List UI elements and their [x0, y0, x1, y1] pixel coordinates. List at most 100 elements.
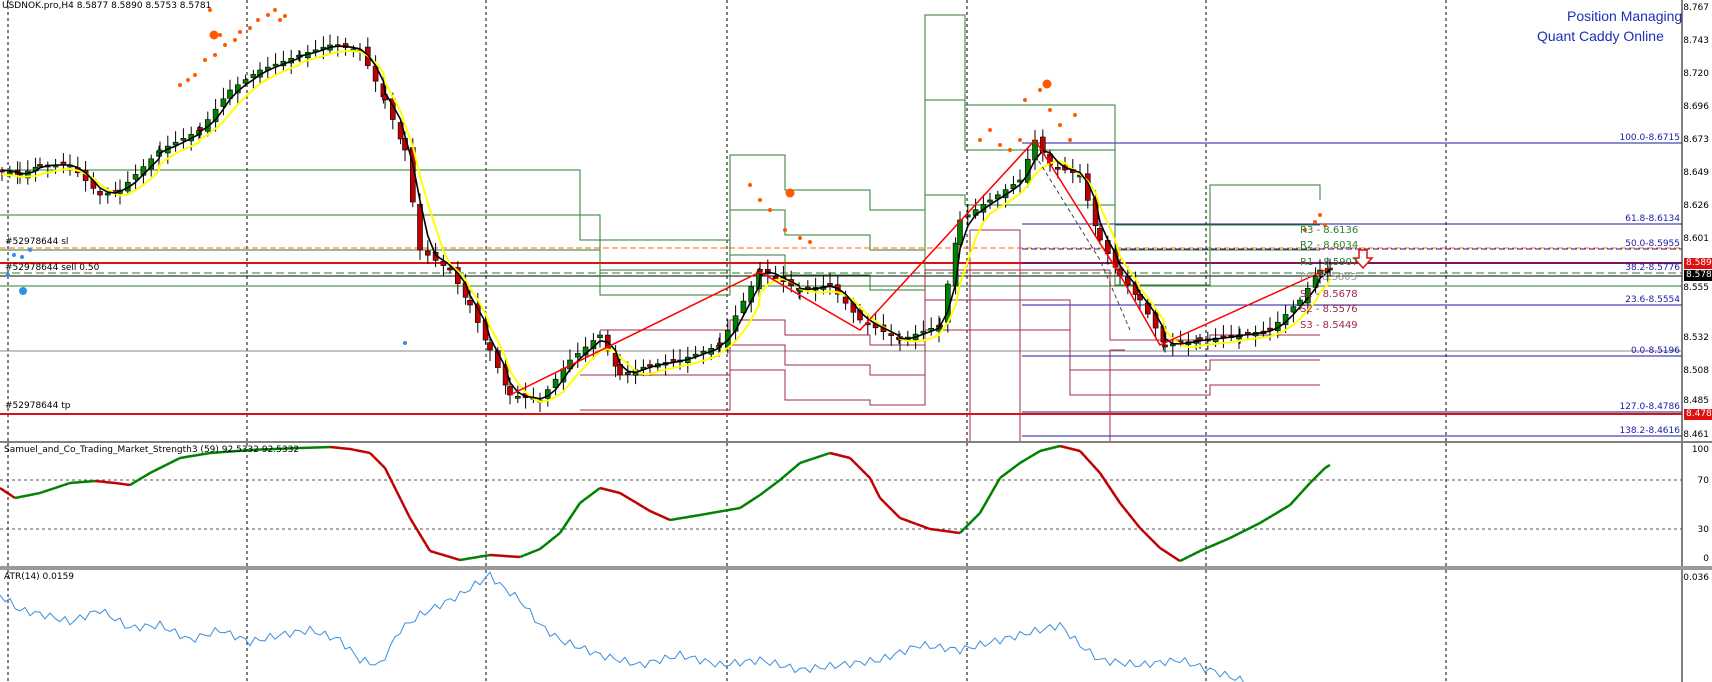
price-chart-canvas[interactable]: [0, 0, 1712, 441]
candle-body: [417, 204, 423, 251]
symbol-header: USDNOK.pro,H4 8.5877 8.5890 8.5753 8.578…: [2, 1, 212, 11]
strength-segment: [161, 463, 167, 469]
trade-sell-label[interactable]: #52978644 sell 0.50: [5, 263, 100, 273]
strength-segment: [747, 499, 753, 504]
strength-segment: [387, 475, 395, 485]
strength-segment: [183, 455, 189, 459]
pivot-band-line: [1109, 349, 1125, 441]
strength-segment: [627, 496, 633, 502]
strength-segment: [1249, 524, 1255, 530]
sar-dot: [1313, 220, 1317, 224]
strength-segment: [849, 457, 855, 463]
strength-segment: [63, 482, 69, 487]
signal-dot: [785, 188, 795, 198]
strength-segment: [727, 508, 733, 512]
strength-segment: [911, 521, 917, 526]
strength-segment: [43, 489, 49, 493]
strength-segment: [823, 452, 829, 457]
strength-segment: [1151, 539, 1157, 545]
candle-body: [1197, 337, 1203, 341]
strength-segment: [459, 558, 465, 562]
strength-segment: [763, 488, 769, 493]
strength-segment: [457, 558, 461, 562]
atr-label: ATR(14) 0.0159: [4, 572, 75, 582]
strength-segment: [1297, 490, 1303, 498]
strength-segment: [731, 507, 737, 511]
candle-body: [647, 364, 653, 367]
pane-separator[interactable]: [0, 441, 1712, 443]
sar-dot: [1023, 98, 1027, 102]
strength-segment: [1271, 512, 1277, 517]
strength-segment: [861, 469, 867, 475]
strength-segment: [953, 530, 959, 534]
atr-pane[interactable]: ATR(14) 0.0159 0.036: [0, 570, 1712, 682]
candle-body: [1152, 312, 1159, 329]
candle-body: [197, 127, 203, 131]
candle-body: [105, 192, 111, 196]
strength-segment: [673, 517, 679, 521]
strength-segment: [1102, 478, 1110, 486]
sar-dot: [193, 73, 197, 77]
strength-segment: [661, 515, 667, 520]
strength-segment: [919, 524, 925, 528]
strength-segment: [1063, 445, 1069, 450]
strength-segment: [169, 459, 175, 465]
strength-segment: [1263, 517, 1269, 522]
strength-segment: [891, 509, 897, 515]
pane-separator[interactable]: [0, 566, 1712, 570]
strength-segment: [543, 541, 549, 547]
strength-segment: [895, 513, 901, 519]
market-strength-pane[interactable]: Samuel_and_Co_Trading_Market_Strength3 (…: [0, 443, 1712, 566]
candle-body: [957, 219, 963, 245]
trade-tp-label[interactable]: #52978644 tp: [5, 401, 71, 411]
sar-dot: [1073, 113, 1077, 117]
fast-moving-average: [1, 45, 1331, 400]
strength-segment: [1275, 509, 1281, 515]
strength-segment: [445, 554, 451, 559]
strength-segment: [177, 456, 181, 461]
strength-segment: [1199, 548, 1205, 553]
strength-segment: [1215, 541, 1221, 546]
strength-segment: [833, 452, 839, 457]
strength-segment: [994, 477, 1002, 486]
price-chart-pane[interactable]: USDNOK.pro,H4 8.5877 8.5890 8.5753 8.578…: [0, 0, 1712, 441]
fib-level-127: 127.0-8.4786: [1619, 402, 1680, 412]
sar-dot: [783, 228, 787, 232]
strength-segment: [1011, 465, 1017, 470]
sar-dot: [218, 33, 222, 37]
strength-segment: [523, 552, 529, 557]
strength-segment: [677, 516, 683, 520]
strength-segment: [1135, 522, 1141, 529]
strength-segment: [1293, 495, 1299, 502]
strength-segment: [933, 528, 939, 532]
strength-segment: [420, 537, 428, 546]
strength-segment: [815, 455, 821, 459]
candle-body: [920, 330, 927, 334]
strength-segment: [535, 547, 541, 552]
atr-axis-label: 0.036: [1683, 573, 1709, 583]
strength-segment: [3, 489, 9, 495]
strength-segment: [791, 465, 797, 471]
strength-segment: [876, 493, 882, 499]
strength-segment: [1031, 452, 1037, 457]
strength-segment: [1328, 463, 1331, 467]
atr-canvas[interactable]: [0, 570, 1712, 682]
strength-segment: [407, 515, 412, 519]
strength-segment: [149, 469, 155, 475]
blue-dot: [6, 273, 10, 277]
strength-segment: [907, 519, 913, 524]
market-strength-canvas[interactable]: [0, 443, 1712, 566]
zigzag-line: [509, 138, 1331, 396]
strength-segment: [1131, 517, 1137, 524]
strength-segment: [689, 514, 695, 518]
sell-price-tag: 8.589: [1684, 258, 1712, 269]
strength-segment: [479, 554, 485, 558]
strength-segment: [1139, 527, 1145, 533]
strength-segment: [1083, 454, 1089, 461]
strength-segment: [986, 491, 994, 500]
strength-segment: [1253, 522, 1259, 528]
strength-segment: [467, 556, 473, 560]
strength-segment: [1051, 445, 1057, 450]
trade-sl-label[interactable]: #52978644 sl: [5, 237, 69, 247]
strength-segment: [1309, 478, 1315, 484]
